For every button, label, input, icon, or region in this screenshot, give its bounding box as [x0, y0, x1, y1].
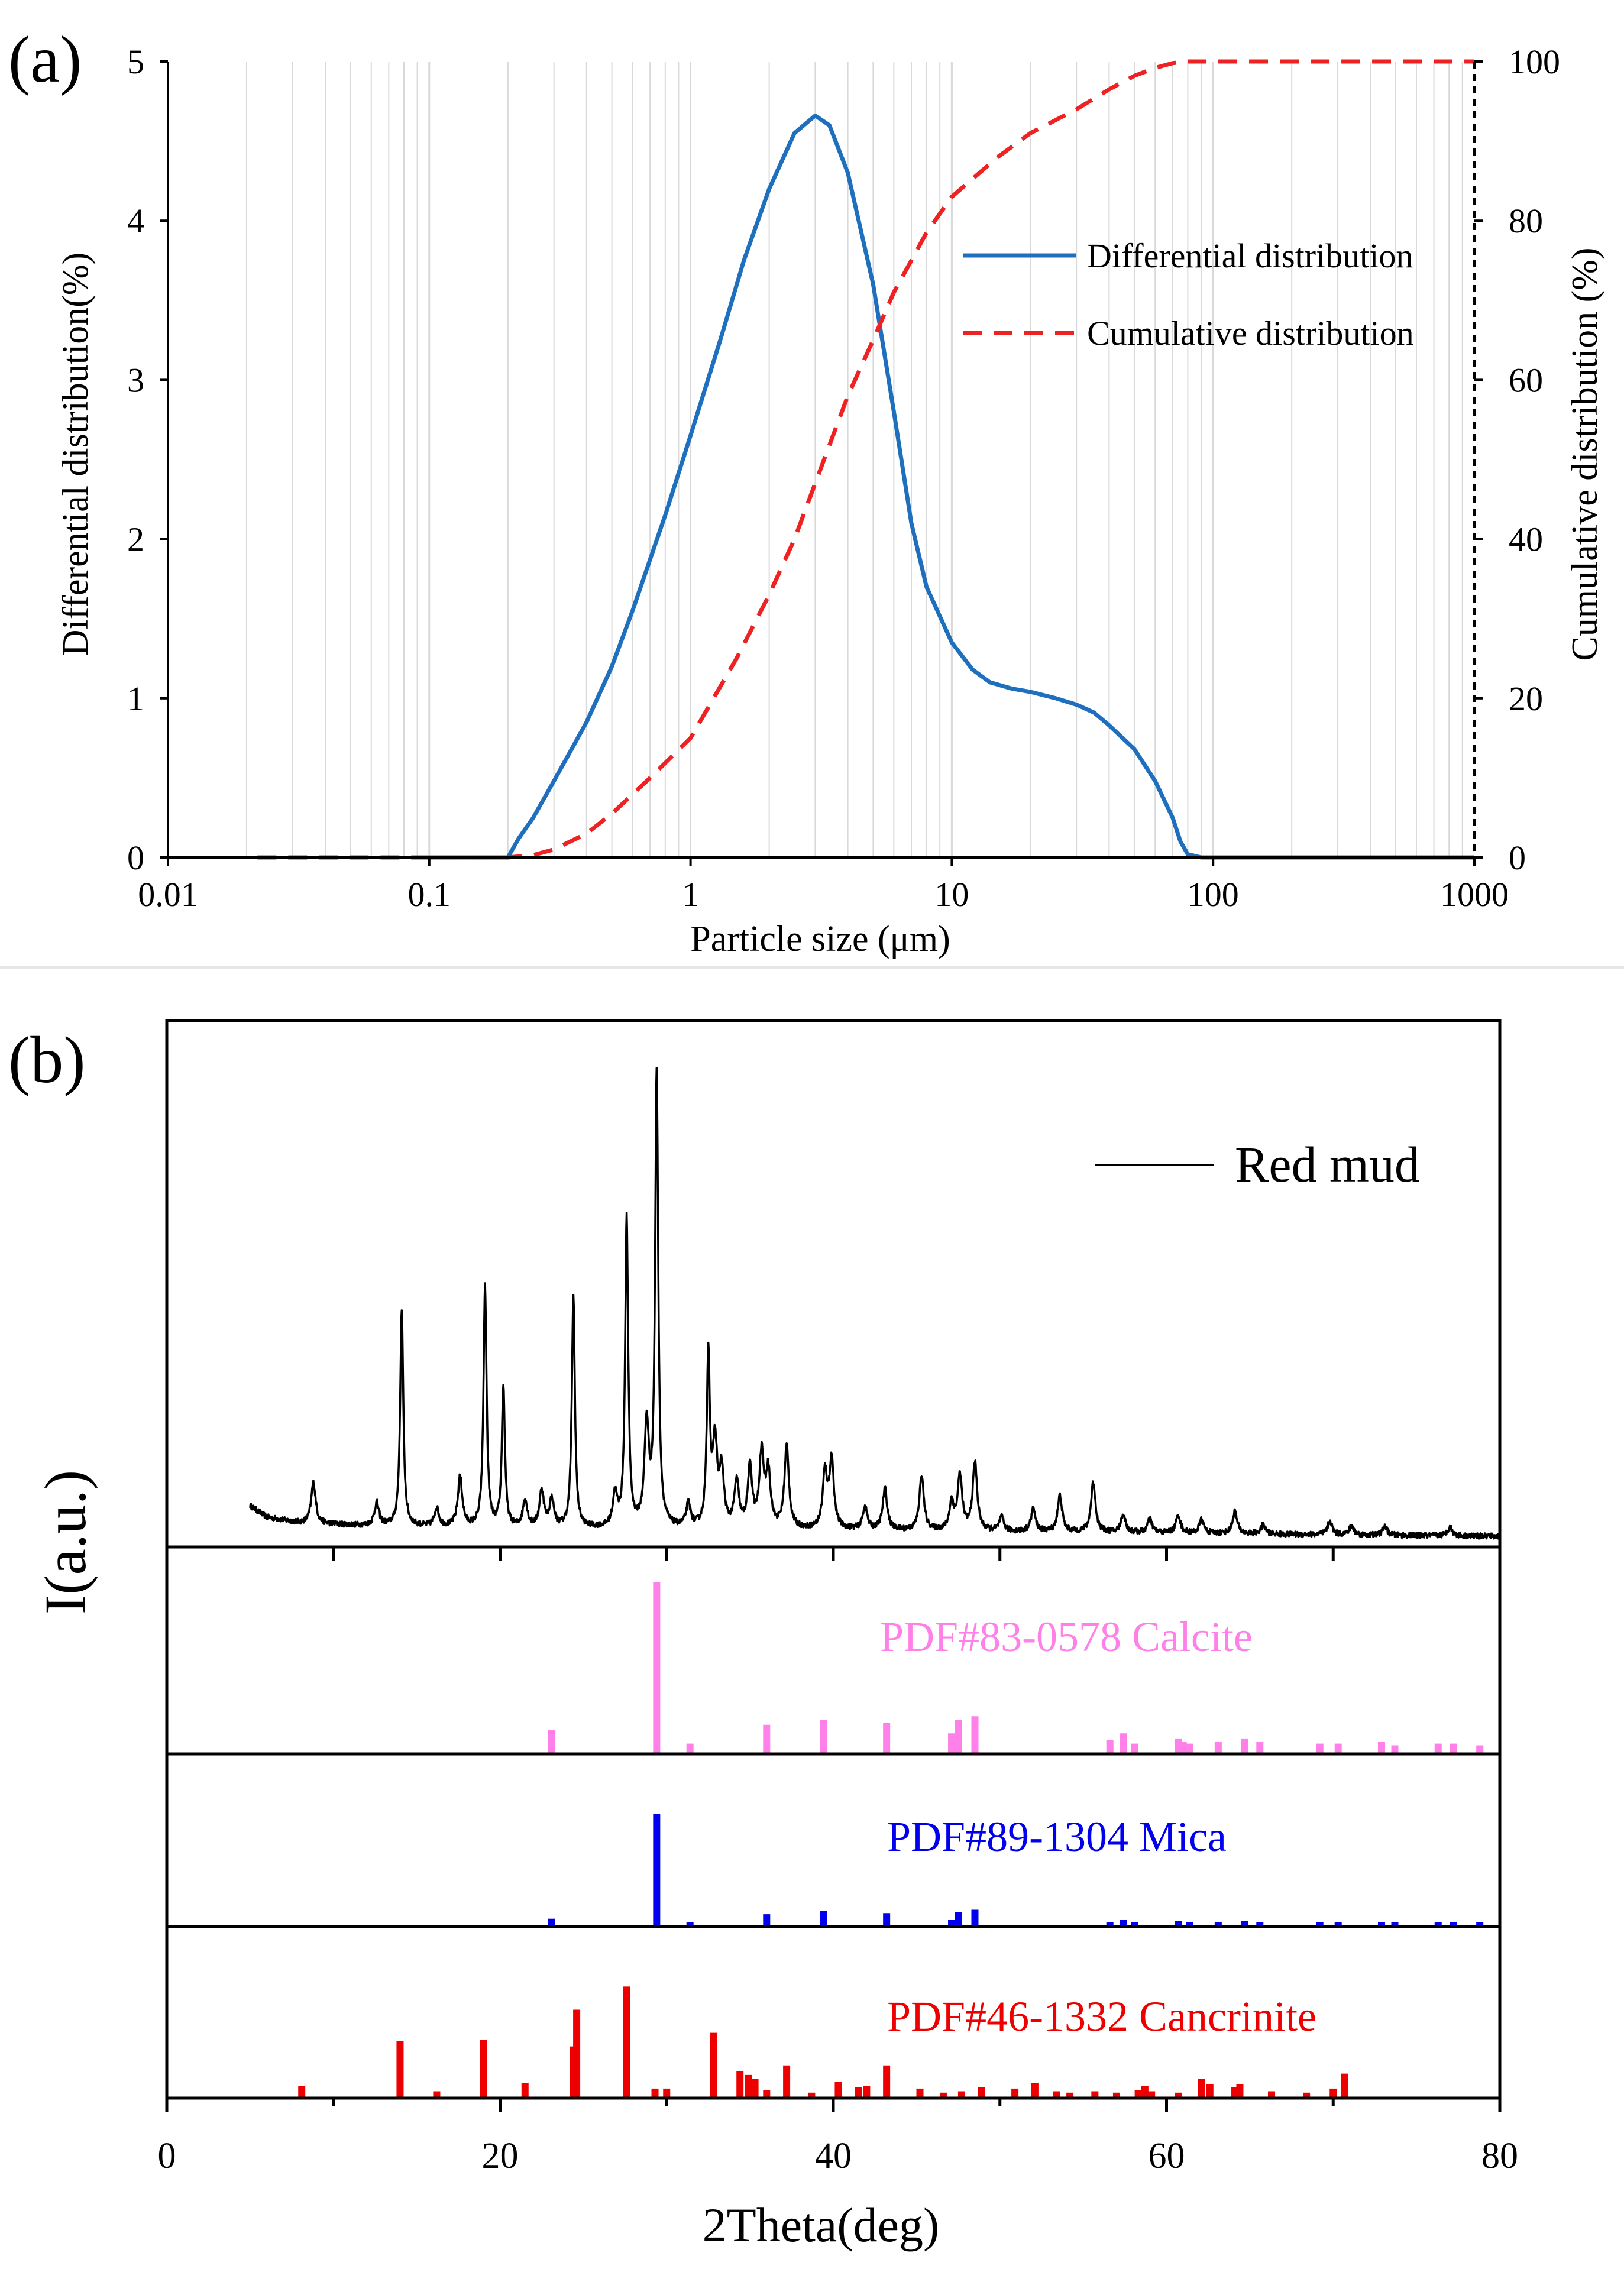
x-tick-label: 60 — [1149, 2136, 1185, 2176]
panel-a-label: (a) — [8, 23, 82, 96]
y-tick-label-left: 2 — [127, 520, 144, 559]
x-tick-label: 1000 — [1440, 875, 1509, 914]
xrd-legend: Red mud — [1095, 1136, 1420, 1193]
panel-b-label: (b) — [8, 1024, 86, 1097]
y-tick-label-right: 60 — [1509, 361, 1543, 399]
y-tick-label-right: 20 — [1509, 679, 1543, 718]
reference-label-cancrinite: PDF#46-1332 Cancrinite — [887, 1993, 1316, 2040]
legend-label-cumulative: Cumulative distribution — [1087, 314, 1414, 352]
legend-label-differential: Differential distribution — [1087, 237, 1413, 275]
panel-a: (a) 0.01 0.1 1 10 100 1000012345020406080100 … — [8, 23, 1605, 959]
x-tick-label: 10 — [934, 875, 969, 914]
reference-sticks — [298, 1582, 1484, 2098]
panel-a-series — [257, 59, 1474, 860]
y-tick-label-right: 80 — [1509, 202, 1543, 240]
legend: Differential distribution Cumulative dis… — [963, 237, 1414, 352]
panel-a-gridlines — [245, 62, 1463, 857]
x-tick-label: 100 — [1188, 875, 1239, 914]
xrd-pattern — [249, 1067, 1501, 1540]
y-tick-label-left: 5 — [127, 43, 144, 81]
y-tick-label-left: 0 — [127, 839, 144, 877]
x-tick-label: 0 — [158, 2136, 176, 2176]
cumulative-distribution-line — [257, 59, 1474, 860]
x-tick-label: 1 — [682, 875, 699, 914]
panel-b-ticks: 0 20 40 60 80 — [158, 1547, 1518, 2176]
x-tick-label: 80 — [1481, 2136, 1518, 2176]
panel-b: (b) I(a.u.) 0 20 40 60 80 Red mud PDF#83-057… — [8, 1019, 1518, 2252]
reference-label-calcite: PDF#83-0578 Calcite — [880, 1613, 1253, 1661]
x-axis-title-2theta: 2Theta(deg) — [703, 2198, 940, 2252]
x-tick-label: 0.01 — [138, 875, 198, 914]
x-tick-label: 40 — [815, 2136, 852, 2176]
y-axis-title-intensity: I(a.u.) — [33, 1470, 98, 1614]
y-tick-label-right: 40 — [1509, 520, 1543, 559]
red-mud-xrd-line — [249, 1067, 1501, 1540]
y-axis-title-right: Cumulative distribution (%) — [1565, 247, 1605, 661]
y-axis-title-left: Differential distribution(%) — [56, 253, 96, 656]
y-tick-label-left: 1 — [127, 679, 144, 718]
y-tick-label-right: 0 — [1509, 839, 1526, 877]
y-tick-label-left: 3 — [127, 361, 144, 399]
y-tick-label-left: 4 — [127, 202, 144, 240]
x-tick-label: 20 — [482, 2136, 519, 2176]
panel-a-axes — [167, 62, 1476, 859]
differential-distribution-line — [429, 114, 1474, 860]
y-tick-label-right: 100 — [1509, 43, 1560, 81]
reference-label-mica: PDF#89-1304 Mica — [887, 1813, 1227, 1860]
x-axis-title: Particle size (μm) — [690, 919, 950, 959]
legend-label-red-mud: Red mud — [1235, 1136, 1420, 1193]
x-tick-label: 0.1 — [408, 875, 451, 914]
